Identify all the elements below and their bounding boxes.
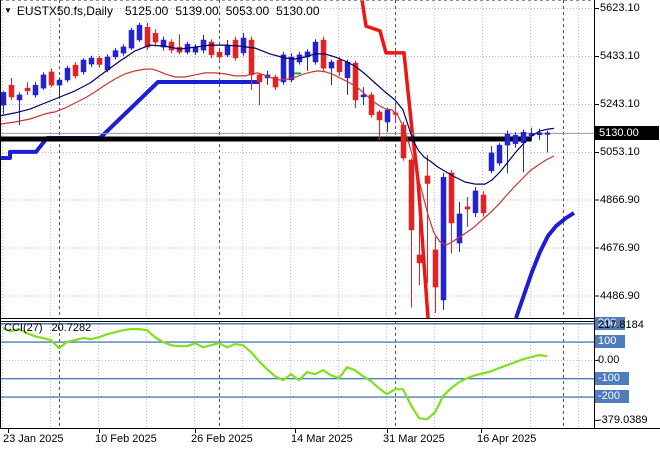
indicator-value: 20.7282 — [51, 322, 92, 334]
chevron-down-icon[interactable]: ▼ — [4, 6, 12, 15]
indicator-name: CCI(27) — [4, 322, 43, 334]
symbol-period-label: EUSTX50.fs,Daily — [16, 4, 113, 18]
ohlc-close: 5130.00 — [276, 4, 320, 18]
chart-title: ▼ EUSTX50.fs,Daily 5125.00 5139.00 5053.… — [4, 4, 327, 18]
ohlc-high: 5139.00 — [175, 4, 219, 18]
ohlc-open: 5125.00 — [124, 4, 169, 18]
indicator-title: CCI(27) 20.7282 — [4, 322, 91, 334]
ohlc-low: 5053.00 — [225, 4, 270, 18]
